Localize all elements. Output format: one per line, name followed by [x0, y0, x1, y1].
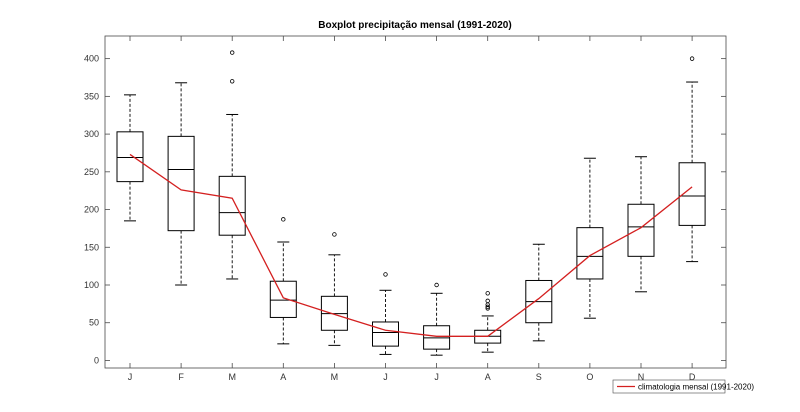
y-tick-label: 250	[84, 167, 99, 177]
outlier-point	[229, 50, 235, 55]
outlier-point	[689, 56, 695, 61]
x-tick-label: M	[331, 372, 339, 382]
outlier-point	[281, 217, 286, 222]
box-5	[320, 232, 348, 346]
plot-area	[104, 35, 727, 369]
x-tick-label: D	[689, 372, 696, 382]
series-group	[129, 153, 693, 337]
box-iqr	[678, 162, 706, 226]
outlier-point	[485, 304, 490, 310]
y-tick-label: 400	[84, 54, 99, 64]
x-tick-label: J	[128, 372, 133, 382]
outlier-point	[434, 282, 439, 288]
climatology-line	[129, 153, 693, 337]
box-iqr	[576, 227, 604, 280]
y-tick-label: 0	[94, 355, 99, 365]
box-iqr	[372, 321, 399, 347]
box-1	[116, 94, 144, 222]
x-tick-label: J	[434, 372, 439, 382]
outlier-point	[485, 291, 490, 296]
box-3	[218, 50, 246, 280]
y-tick-label: 200	[84, 205, 99, 215]
x-tick-label: J	[383, 372, 388, 382]
y-tick-label: 300	[84, 129, 99, 139]
x-tick-label: N	[638, 372, 645, 382]
x-tick-label: F	[178, 372, 184, 382]
y-tick-label: 150	[84, 242, 99, 252]
x-tick-label: S	[536, 372, 542, 382]
outlier-point	[229, 79, 235, 84]
box-iqr	[627, 203, 655, 257]
box-9	[525, 243, 553, 342]
y-axis: 0 50 100 150 200 250 300 350 400	[84, 54, 726, 365]
x-tick-label: A	[485, 372, 491, 382]
box-2	[167, 82, 195, 286]
x-tick-label: O	[586, 372, 593, 382]
x-tick-label: A	[280, 372, 286, 382]
box-4	[269, 217, 297, 345]
legend: climatologia mensal (1991-2020)	[612, 379, 754, 394]
legend-label: climatologia mensal (1991-2020)	[638, 383, 754, 392]
y-tick-label: 100	[84, 280, 99, 290]
outlier-point	[383, 272, 388, 277]
outlier-point	[332, 232, 337, 237]
box-iqr	[269, 280, 297, 318]
box-11	[627, 156, 655, 293]
legend-box	[612, 379, 726, 394]
box-12	[678, 56, 706, 263]
chart-title: Boxplot precipitação mensal (1991-2020)	[318, 20, 511, 31]
outlier-point	[485, 298, 490, 304]
y-tick-label: 50	[89, 318, 99, 328]
box-10	[576, 157, 604, 319]
box-7	[423, 282, 451, 356]
y-tick-label: 350	[84, 91, 99, 101]
box-iqr	[116, 131, 144, 183]
x-tick-label: M	[228, 372, 236, 382]
box-6	[372, 272, 399, 355]
box-iqr	[218, 175, 246, 236]
box-iqr	[167, 135, 195, 232]
